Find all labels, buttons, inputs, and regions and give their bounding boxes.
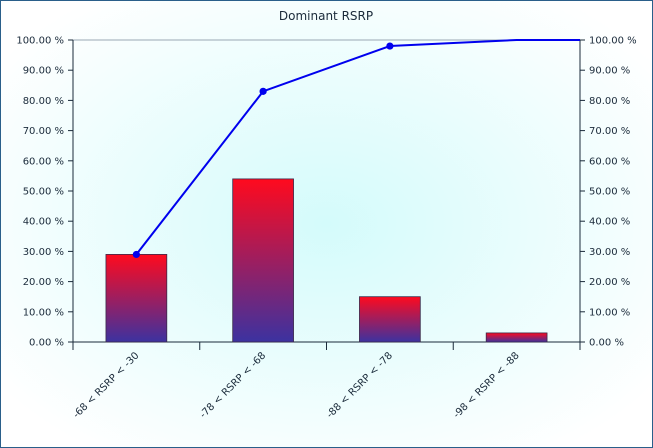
bar: [232, 178, 294, 343]
y-left-tick-label: 80.00 %: [23, 96, 64, 107]
y-right-tick-label: 30.00 %: [589, 247, 630, 258]
y-left-tick-label: 0.00 %: [29, 338, 64, 349]
y-left-tick-label: 90.00 %: [23, 66, 64, 77]
y-right-tick-label: 80.00 %: [589, 96, 630, 107]
y-left-tick-label: 100.00 %: [16, 36, 64, 47]
y-right-tick-label: 50.00 %: [589, 187, 630, 198]
y-right-tick-label: 20.00 %: [589, 277, 630, 288]
y-right-tick-label: 60.00 %: [589, 156, 630, 167]
y-right-tick-label: 90.00 %: [589, 66, 630, 77]
cumulative-line: [132, 39, 580, 259]
chart-title: Dominant RSRP: [279, 9, 373, 23]
y-right-tick-label: 70.00 %: [589, 126, 630, 137]
y-left-tick-label: 10.00 %: [23, 307, 64, 318]
y-left-tick-label: 30.00 %: [23, 247, 64, 258]
y-right-tick-label: 0.00 %: [589, 338, 624, 349]
y-left-tick-label: 70.00 %: [23, 126, 64, 137]
y-left-tick-label: 40.00 %: [23, 217, 64, 228]
bar: [105, 254, 168, 343]
y-right-tick-label: 40.00 %: [589, 217, 630, 228]
bar: [359, 296, 421, 343]
line-point: [259, 87, 267, 95]
bar: [485, 332, 548, 343]
y-right-tick-label: 10.00 %: [589, 307, 630, 318]
y-left-tick-label: 60.00 %: [23, 156, 64, 167]
line-point: [386, 42, 394, 50]
line-point: [132, 250, 140, 259]
y-left-tick-label: 50.00 %: [23, 187, 64, 198]
y-right-tick-label: 100.00 %: [589, 36, 637, 47]
bars: [105, 178, 548, 343]
y-left-tick-label: 20.00 %: [23, 277, 64, 288]
